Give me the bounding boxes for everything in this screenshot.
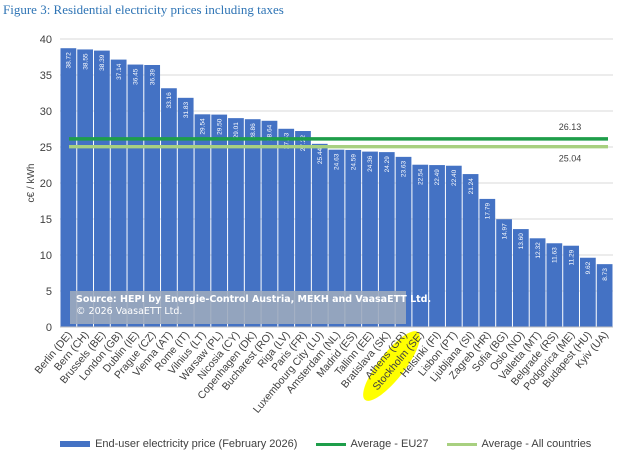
legend-item-price: End-user electricity price (February 202… <box>60 438 297 450</box>
bar-7 <box>177 97 194 327</box>
legend-label-price: End-user electricity price (February 202… <box>95 438 298 450</box>
reference-line-label-1: 25.04 <box>559 154 582 164</box>
bar-value-label-25: 17.79 <box>485 203 492 220</box>
bar-0 <box>60 48 77 327</box>
bar-25 <box>479 198 496 327</box>
y-axis-label: c€ / kWh <box>26 164 37 203</box>
y-tick-label-3: 15 <box>40 214 52 226</box>
bar-13 <box>278 128 295 327</box>
bar-12 <box>261 120 278 328</box>
bar-22 <box>429 165 445 327</box>
chart-legend: End-user electricity price (February 202… <box>0 436 640 454</box>
source-note: Source: HEPI by Energie-Control Austria,… <box>70 291 432 324</box>
bar-value-label-2: 38.39 <box>99 54 106 71</box>
figure-title: Figure 3: Residential electricity prices… <box>3 2 284 17</box>
bar-value-label-12: 28.64 <box>267 124 274 141</box>
bar-value-label-15: 25.44 <box>317 147 324 164</box>
bar-16 <box>328 149 345 327</box>
bar-19 <box>378 152 395 327</box>
legend-swatch-all <box>447 442 477 446</box>
bar-18 <box>362 151 378 327</box>
bar-value-label-16: 24.63 <box>334 153 341 170</box>
bar-value-label-28: 12.32 <box>535 242 542 259</box>
bar-value-label-31: 9.62 <box>585 261 592 274</box>
legend-item-all: Average - All countries <box>447 438 591 450</box>
bar-value-label-4: 36.45 <box>133 68 140 85</box>
bar-31 <box>579 257 596 327</box>
legend-item-eu27: Average - EU27 <box>316 438 429 450</box>
reference-line-label-0: 26.13 <box>559 122 582 132</box>
bar-26 <box>496 219 512 327</box>
bar-value-label-11: 28.86 <box>250 123 257 140</box>
bar-value-label-17: 24.59 <box>350 154 357 171</box>
bar-value-label-30: 11.29 <box>568 249 575 265</box>
y-tick-label-0: 0 <box>46 322 52 334</box>
bar-2 <box>94 50 110 327</box>
bar-15 <box>311 143 328 327</box>
bar-chart: 0 5 10 15 20 25 30 35 40 c€ / kWh 38.72 38.55 38.39 3… <box>26 34 613 416</box>
bar-20 <box>395 156 412 327</box>
bar-3 <box>110 59 127 327</box>
legend-label-eu27: Average - EU27 <box>350 438 429 450</box>
y-tick-label-7: 35 <box>40 70 52 82</box>
y-tick-label-2: 10 <box>40 250 52 262</box>
bar-17 <box>345 149 362 327</box>
bar-value-label-26: 14.97 <box>501 223 508 240</box>
bar-4 <box>127 64 144 327</box>
bar-21 <box>412 164 429 327</box>
legend-swatch-price <box>60 441 90 448</box>
bar-29 <box>546 243 563 327</box>
bar-24 <box>462 174 479 327</box>
bar-value-label-23: 22.40 <box>451 169 458 186</box>
bar-value-label-19: 24.29 <box>384 156 391 173</box>
legend-swatch-eu27 <box>316 442 346 446</box>
bar-value-label-18: 24.36 <box>367 155 374 172</box>
bar-1 <box>77 49 94 327</box>
bar-11 <box>244 119 261 327</box>
y-tick-label-1: 5 <box>46 286 52 298</box>
bar-value-label-24: 21.24 <box>468 178 475 195</box>
bar-value-label-10: 29.01 <box>233 122 240 139</box>
bar-value-label-29: 11.63 <box>552 247 559 263</box>
bar-10 <box>228 118 244 328</box>
bar-value-label-27: 13.60 <box>518 233 525 250</box>
legend-label-all: Average - All countries <box>481 438 592 450</box>
bar-value-label-5: 36.39 <box>149 69 156 86</box>
y-tick-label-5: 25 <box>40 142 52 154</box>
bar-value-label-20: 23.63 <box>401 160 408 177</box>
bar-9 <box>211 114 228 327</box>
bar-5 <box>144 64 161 327</box>
bar-30 <box>563 245 579 327</box>
bar-14 <box>295 131 311 327</box>
y-tick-label-6: 30 <box>40 106 52 118</box>
bar-28 <box>529 238 546 327</box>
bar-value-label-7: 31.83 <box>183 101 190 118</box>
bar-value-label-22: 22.49 <box>434 169 441 186</box>
bar-value-label-3: 37.14 <box>116 63 123 80</box>
bar-8 <box>194 114 211 327</box>
y-tick-label-4: 20 <box>40 178 52 190</box>
bar-value-label-14: 27.22 <box>300 135 307 152</box>
bar-value-label-13: 27.53 <box>283 132 290 149</box>
bar-value-label-0: 38.72 <box>66 52 73 69</box>
source-line-1: Source: HEPI by Energie-Control Austria,… <box>76 294 432 305</box>
bar-value-label-6: 33.16 <box>166 92 173 109</box>
y-tick-label-8: 40 <box>40 34 52 46</box>
bar-23 <box>445 165 462 327</box>
bar-value-label-21: 22.54 <box>417 168 424 185</box>
bar-value-label-32: 8.73 <box>602 268 609 281</box>
bar-value-label-8: 29.54 <box>200 118 207 135</box>
bar-32 <box>596 264 613 327</box>
highlight-marker <box>363 331 420 401</box>
bar-value-label-1: 38.55 <box>82 53 89 70</box>
source-line-2: © 2026 VaasaETT Ltd. <box>76 306 183 317</box>
bar-value-label-9: 29.50 <box>216 118 223 135</box>
bar-27 <box>512 229 529 327</box>
